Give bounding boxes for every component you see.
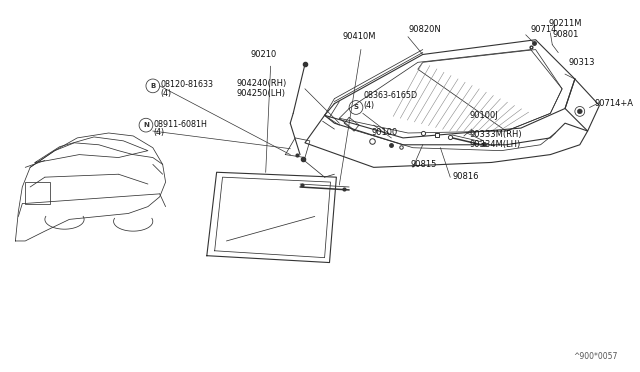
Text: 904250(LH): 904250(LH) [236, 89, 285, 98]
Text: 90714: 90714 [531, 25, 557, 35]
Text: 08120-81633: 08120-81633 [161, 80, 214, 89]
Text: 08911-6081H: 08911-6081H [154, 120, 208, 129]
Text: (4): (4) [161, 89, 172, 98]
Bar [25, 182, 50, 203]
Text: ^900*0057: ^900*0057 [573, 352, 617, 361]
Text: (4): (4) [364, 101, 375, 110]
Text: 90100J: 90100J [470, 111, 499, 120]
Text: 90333M(RH): 90333M(RH) [470, 131, 522, 140]
Text: 90334M(LH): 90334M(LH) [470, 140, 521, 149]
Text: 90210: 90210 [251, 50, 277, 59]
Text: S: S [353, 105, 358, 110]
Text: 90410M: 90410M [342, 32, 376, 41]
Text: 90313: 90313 [568, 58, 595, 67]
Text: B: B [150, 83, 156, 89]
Text: (4): (4) [154, 128, 165, 138]
Text: N: N [143, 122, 149, 128]
Text: 904240(RH): 904240(RH) [236, 80, 287, 89]
Circle shape [577, 109, 582, 114]
Text: 90816: 90816 [452, 172, 479, 181]
Text: 90801: 90801 [552, 31, 579, 39]
Text: 08363-6165D: 08363-6165D [364, 91, 418, 100]
Text: 90100: 90100 [372, 128, 398, 138]
Text: 90820N: 90820N [408, 25, 441, 35]
Text: 90211M: 90211M [548, 19, 582, 28]
Text: 90815: 90815 [411, 160, 437, 169]
Text: 90714+A: 90714+A [595, 99, 634, 108]
